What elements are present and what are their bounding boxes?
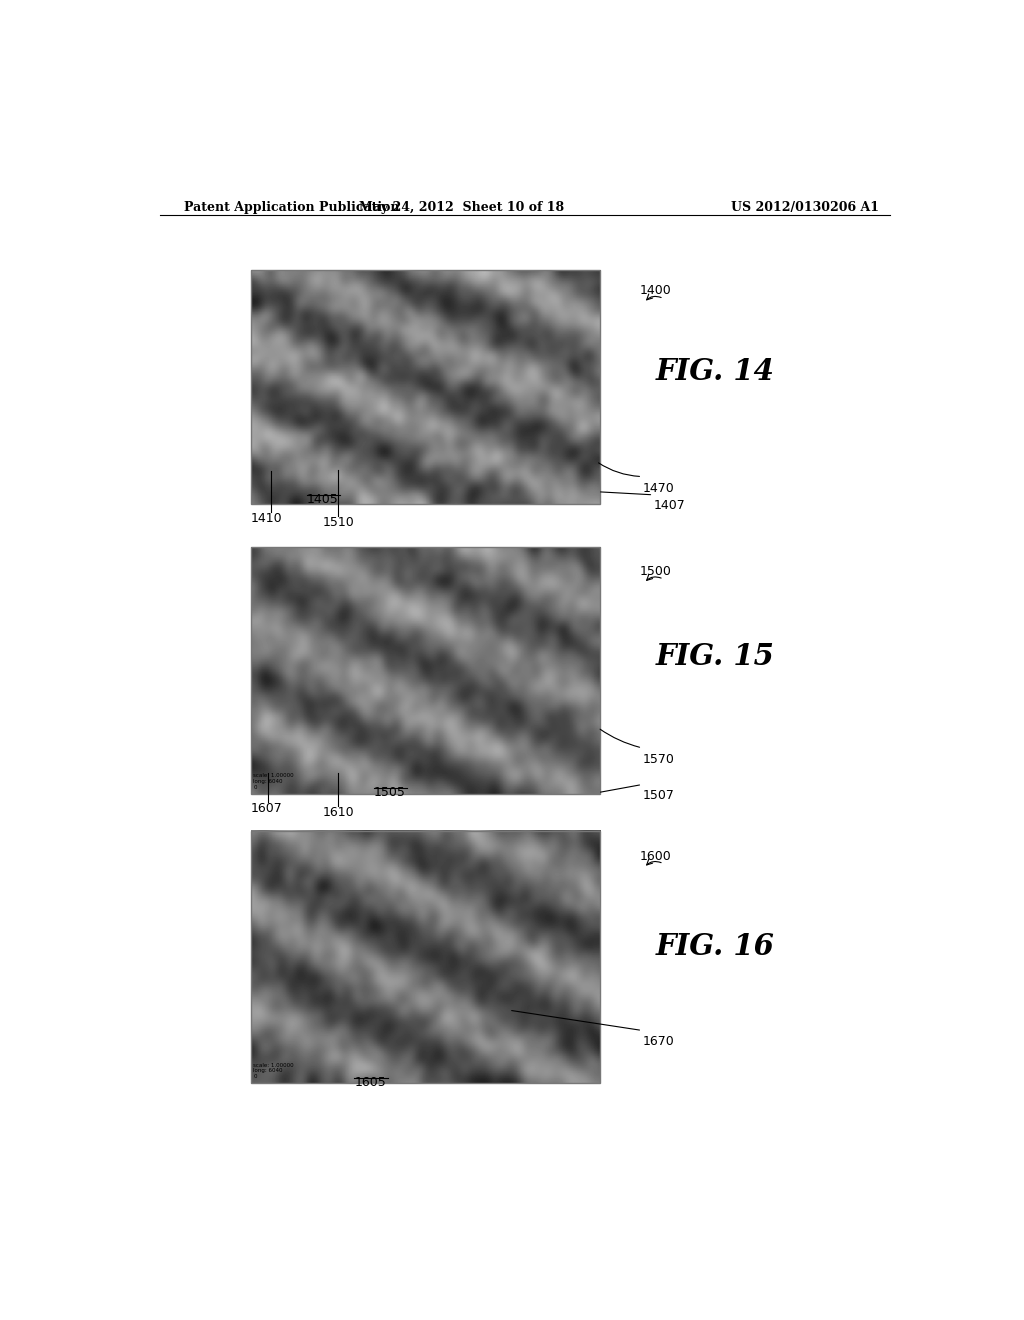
Text: 1405: 1405 — [306, 492, 338, 506]
Text: scale: 1.00000
long: 6040
0: scale: 1.00000 long: 6040 0 — [253, 1063, 294, 1080]
Text: 1470: 1470 — [642, 482, 674, 495]
Text: 1607: 1607 — [251, 801, 283, 814]
Text: Patent Application Publication: Patent Application Publication — [183, 201, 399, 214]
Text: 1605: 1605 — [354, 1076, 386, 1089]
Text: scale: 1.00000
long: 6040
0: scale: 1.00000 long: 6040 0 — [253, 774, 294, 789]
Text: 1610: 1610 — [323, 805, 354, 818]
Bar — [251, 832, 600, 1084]
Text: 1570: 1570 — [642, 752, 674, 766]
Bar — [251, 546, 600, 793]
Text: 1600: 1600 — [640, 850, 672, 862]
Text: May 24, 2012  Sheet 10 of 18: May 24, 2012 Sheet 10 of 18 — [358, 201, 564, 214]
Text: 1510: 1510 — [323, 516, 354, 529]
Text: 1507: 1507 — [642, 788, 674, 801]
Text: 1670: 1670 — [642, 1035, 674, 1048]
Text: FIG. 16: FIG. 16 — [655, 932, 774, 961]
Text: FIG. 14: FIG. 14 — [655, 358, 774, 387]
Text: 1410: 1410 — [251, 512, 283, 525]
Text: US 2012/0130206 A1: US 2012/0130206 A1 — [731, 201, 880, 214]
Text: 1400: 1400 — [640, 284, 672, 297]
Bar — [251, 271, 600, 504]
Text: 1500: 1500 — [640, 565, 672, 578]
Text: FIG. 15: FIG. 15 — [655, 642, 774, 671]
Text: 1505: 1505 — [374, 785, 406, 799]
Text: 1407: 1407 — [653, 499, 685, 512]
